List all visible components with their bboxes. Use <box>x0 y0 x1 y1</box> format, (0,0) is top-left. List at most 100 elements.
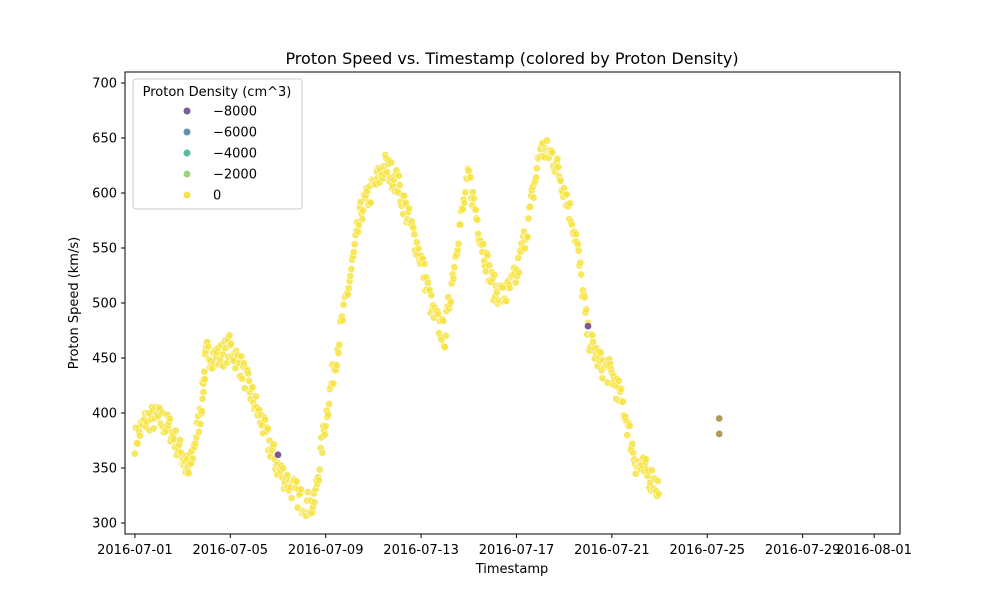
y-tick-label: 500 <box>92 297 117 312</box>
data-point <box>149 424 158 433</box>
data-point <box>263 424 272 433</box>
data-point <box>562 190 571 199</box>
data-point <box>420 260 429 268</box>
data-point <box>573 240 582 249</box>
data-point <box>598 374 607 383</box>
data-point <box>383 168 391 176</box>
data-point <box>454 239 463 248</box>
data-point <box>466 173 475 182</box>
data-point <box>574 246 583 255</box>
legend-label: −8000 <box>213 105 257 120</box>
data-point <box>405 204 414 213</box>
data-point <box>505 284 514 292</box>
y-tick-label: 450 <box>92 352 117 367</box>
legend-label: −2000 <box>213 168 257 183</box>
x-tick-label: 2016-07-01 <box>97 543 173 558</box>
data-point <box>588 331 597 340</box>
data-point <box>596 348 605 357</box>
data-point <box>225 331 234 340</box>
data-point <box>614 376 623 385</box>
data-point <box>479 240 488 248</box>
data-point <box>654 490 663 498</box>
data-point <box>131 449 139 458</box>
data-point <box>447 297 455 306</box>
data-point <box>567 220 576 229</box>
data-point <box>184 469 193 478</box>
data-point <box>198 394 207 403</box>
data-point <box>244 369 253 378</box>
data-point <box>199 388 208 396</box>
legend-marker <box>183 170 191 178</box>
data-point <box>414 244 423 253</box>
data-point <box>344 284 353 293</box>
data-point <box>470 194 478 203</box>
data-point <box>490 271 499 279</box>
data-point <box>176 436 184 444</box>
data-point <box>526 203 534 211</box>
data-point <box>543 136 551 145</box>
data-point <box>292 477 301 486</box>
data-point <box>359 206 368 215</box>
data-point <box>629 448 638 457</box>
data-point <box>409 224 418 232</box>
x-tick-label: 2016-07-17 <box>479 543 555 558</box>
data-point <box>483 251 492 260</box>
data-point <box>502 297 511 305</box>
data-point <box>279 464 287 473</box>
data-point <box>524 214 533 223</box>
data-point <box>204 342 213 351</box>
data-point <box>237 352 246 361</box>
data-point <box>321 422 330 431</box>
data-point <box>439 317 448 325</box>
data-point <box>412 238 421 247</box>
data-point <box>297 485 305 494</box>
data-point <box>529 193 538 202</box>
data-point <box>133 439 142 448</box>
data-point <box>261 415 270 424</box>
data-point <box>589 338 597 346</box>
data-point <box>395 171 403 180</box>
data-point <box>628 439 637 448</box>
chart-title: Proton Speed vs. Timestamp (colored by P… <box>285 49 738 68</box>
data-point-outlier <box>715 414 724 423</box>
data-point <box>315 465 324 474</box>
y-tick-label: 350 <box>92 462 117 477</box>
data-point <box>471 206 480 214</box>
data-point <box>346 272 355 280</box>
data-point <box>566 199 574 208</box>
data-point <box>521 244 529 253</box>
data-point <box>450 263 459 272</box>
x-axis: 2016-07-01 2016-07-05 2016-07-09 2016-07-13… <box>97 534 912 558</box>
data-point <box>625 422 634 430</box>
data-point <box>515 268 523 277</box>
data-point <box>617 385 626 393</box>
data-point <box>227 339 236 348</box>
legend-marker <box>183 191 191 199</box>
data-point <box>441 343 449 352</box>
legend-title: Proton Density (cm^3) <box>143 85 292 100</box>
data-point <box>347 265 356 273</box>
data-point <box>653 476 662 485</box>
data-point <box>171 426 180 435</box>
x-tick-label: 2016-07-09 <box>288 543 364 558</box>
legend: Proton Density (cm^3) −8000 −6000 −4000 −20… <box>132 78 303 210</box>
data-point <box>324 410 333 419</box>
data-point <box>136 431 144 440</box>
data-point <box>533 164 541 173</box>
data-point <box>400 191 408 200</box>
y-axis: 300 350 400 450 500 550 600 650 700 <box>92 77 125 532</box>
data-point <box>252 392 260 401</box>
x-tick-label: 2016-07-25 <box>669 543 745 558</box>
data-point <box>350 240 359 249</box>
data-point <box>200 375 209 384</box>
y-tick-label: 650 <box>92 132 117 147</box>
data-point <box>582 305 591 314</box>
data-point <box>511 278 520 287</box>
data-point <box>485 261 494 270</box>
data-point <box>321 430 329 439</box>
data-point <box>329 379 338 388</box>
data-point <box>556 176 565 185</box>
y-tick-label: 600 <box>92 187 117 202</box>
data-point <box>200 367 209 376</box>
